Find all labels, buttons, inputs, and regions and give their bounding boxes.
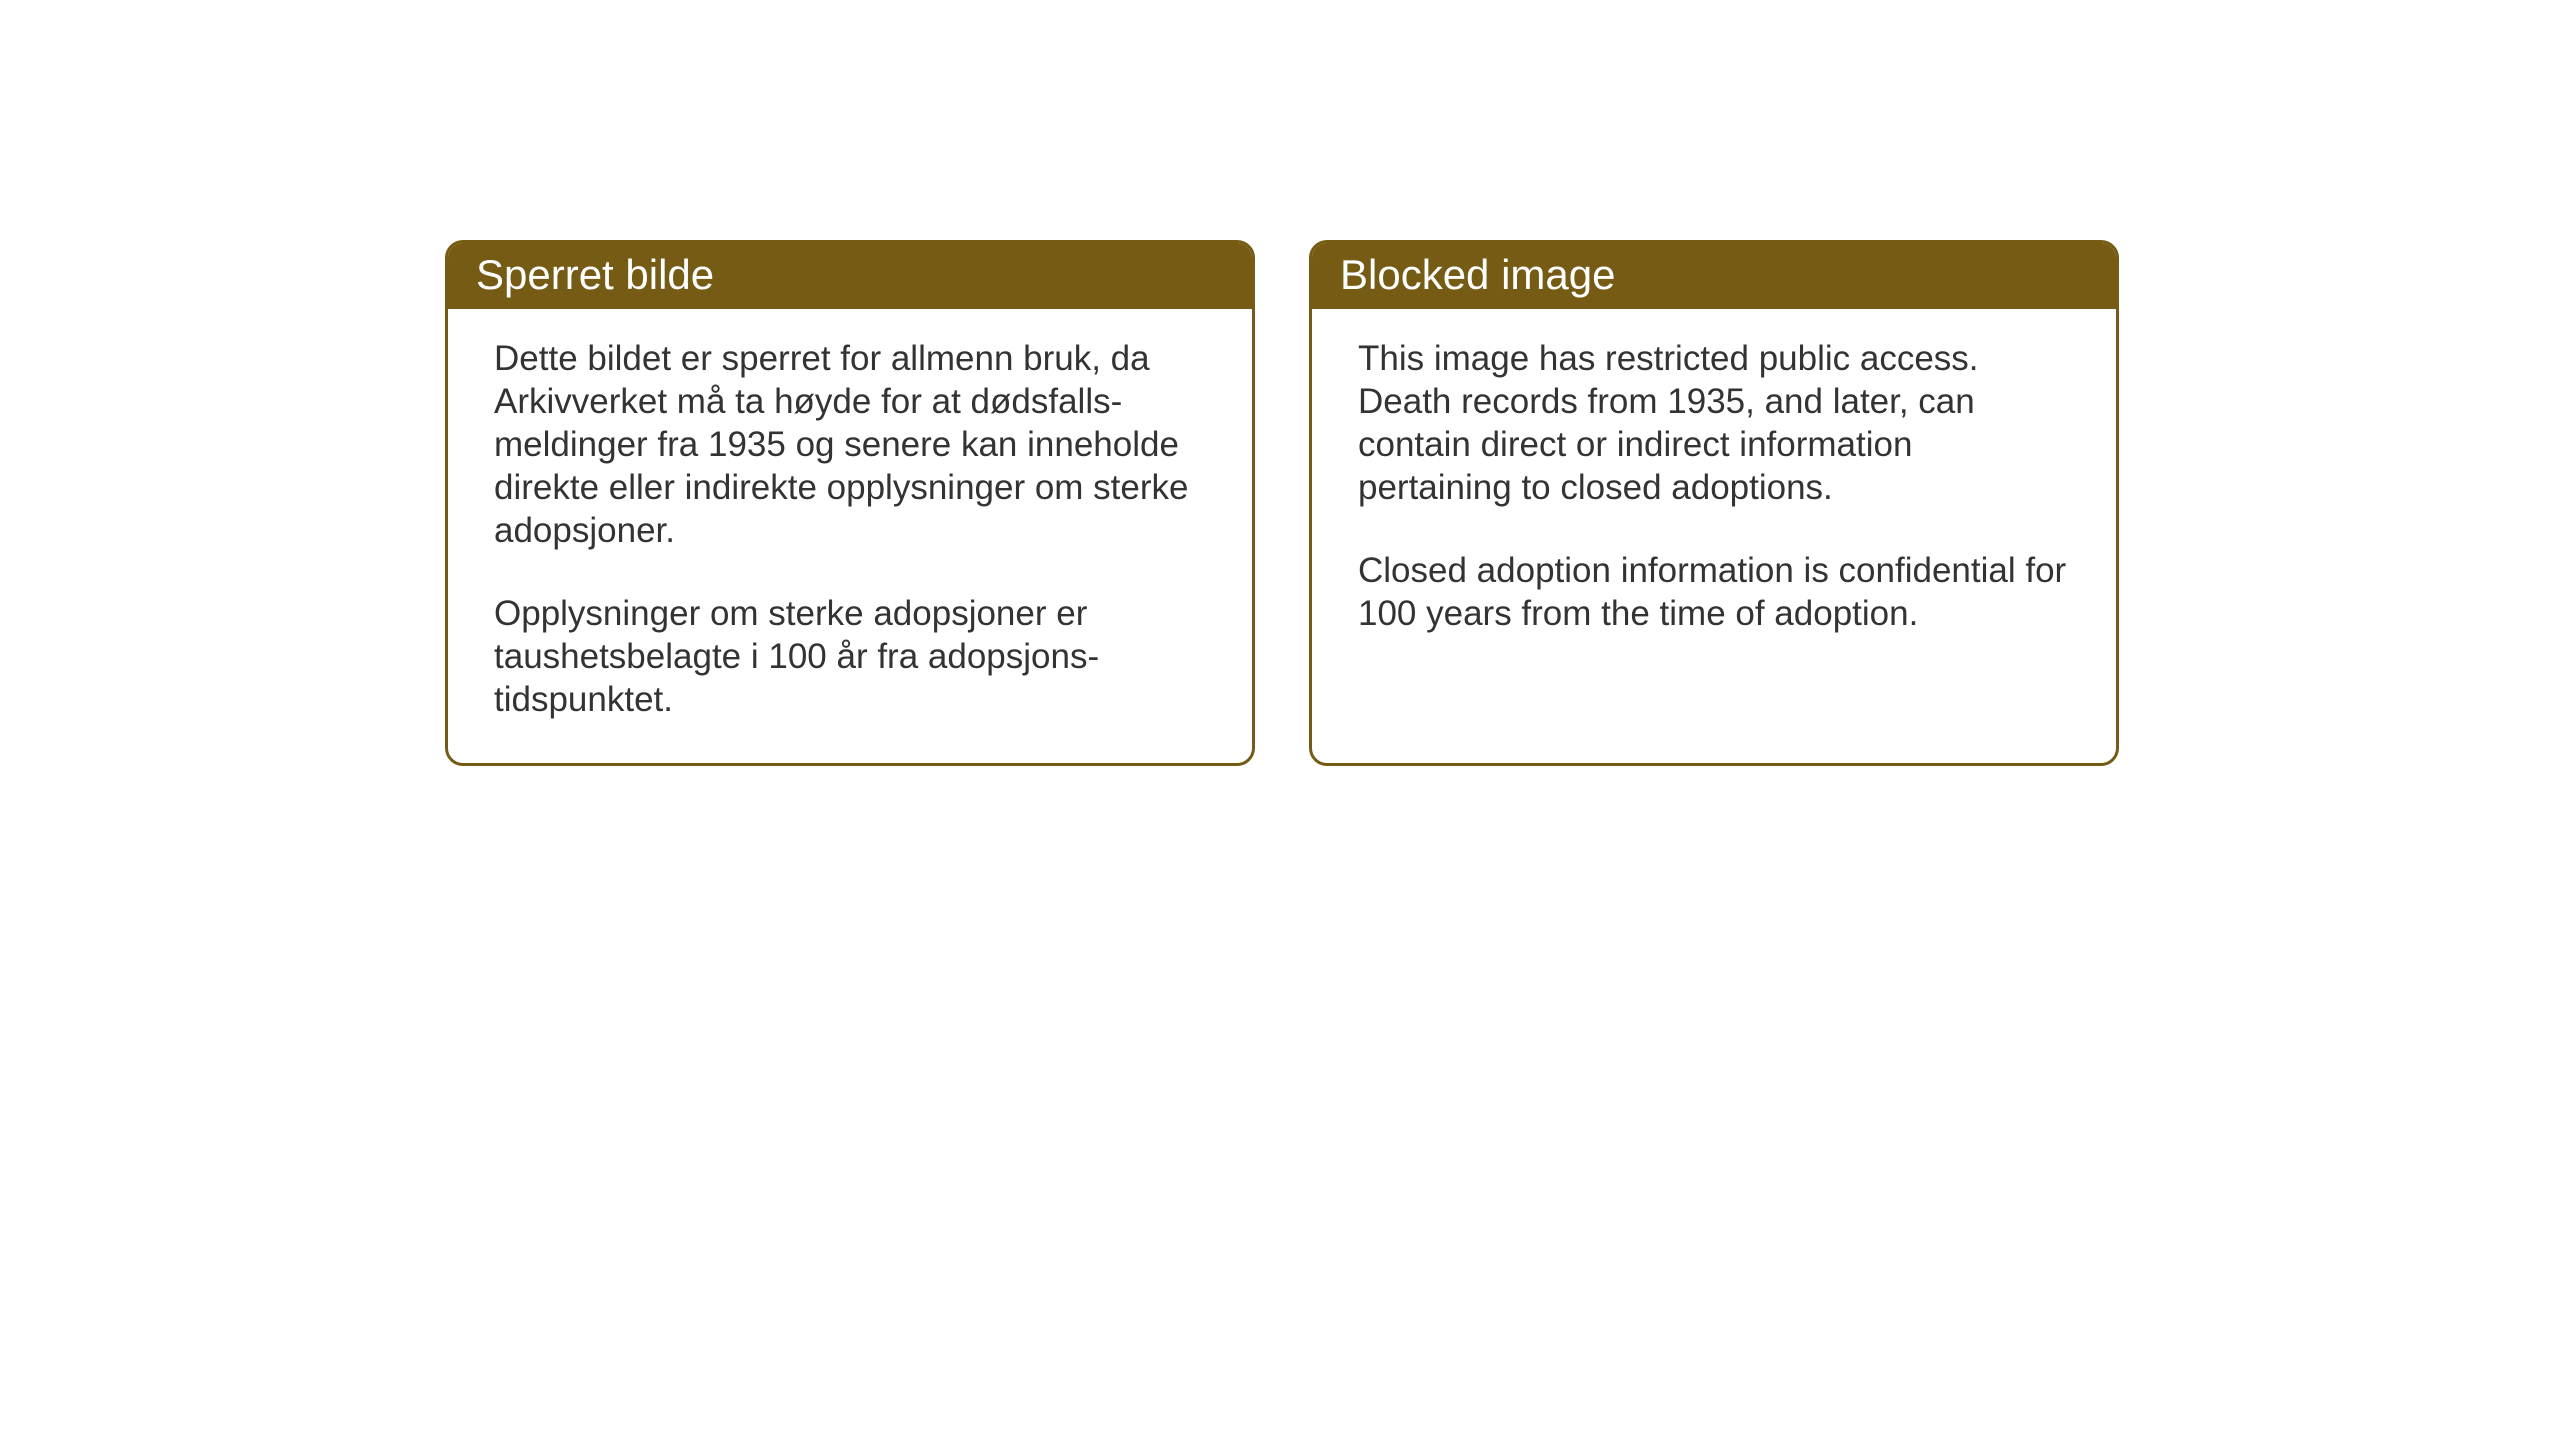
paragraph-norwegian-1: Dette bildet er sperret for allmenn bruk…: [494, 337, 1206, 552]
card-body-norwegian: Dette bildet er sperret for allmenn bruk…: [448, 309, 1252, 763]
notice-card-norwegian: Sperret bilde Dette bildet er sperret fo…: [445, 240, 1255, 766]
card-header-norwegian: Sperret bilde: [448, 243, 1252, 309]
notice-container: Sperret bilde Dette bildet er sperret fo…: [445, 240, 2119, 766]
paragraph-english-2: Closed adoption information is confident…: [1358, 549, 2070, 635]
paragraph-norwegian-2: Opplysninger om sterke adopsjoner er tau…: [494, 592, 1206, 721]
card-title-norwegian: Sperret bilde: [476, 251, 714, 298]
paragraph-english-1: This image has restricted public access.…: [1358, 337, 2070, 509]
card-header-english: Blocked image: [1312, 243, 2116, 309]
card-title-english: Blocked image: [1340, 251, 1615, 298]
notice-card-english: Blocked image This image has restricted …: [1309, 240, 2119, 766]
card-body-english: This image has restricted public access.…: [1312, 309, 2116, 677]
